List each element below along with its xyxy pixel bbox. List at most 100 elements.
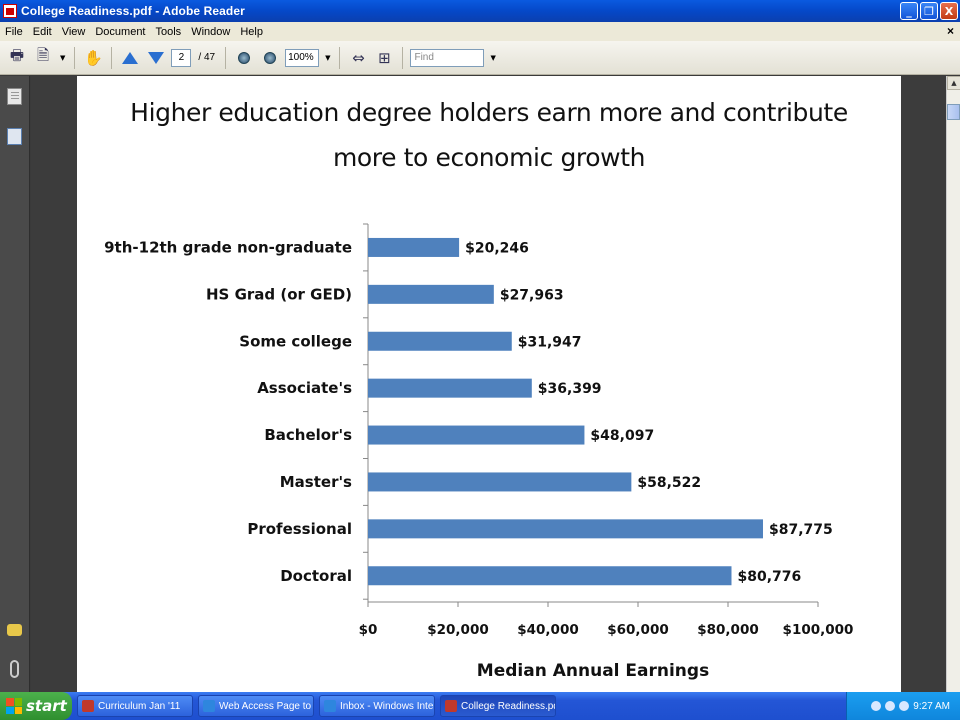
start-button[interactable]: start — [0, 692, 72, 720]
maximize-button[interactable]: ❐ — [920, 2, 938, 20]
find-input[interactable]: Find — [410, 48, 485, 67]
arrow-down-icon — [148, 51, 165, 64]
attachments-icon[interactable] — [10, 660, 19, 678]
x-tick-label: $60,000 — [607, 622, 669, 638]
hand-icon: ✋ — [84, 48, 103, 67]
page-total: / 47 — [198, 52, 216, 63]
bar — [368, 378, 532, 398]
x-tick-label: $80,000 — [697, 622, 759, 638]
menu-view[interactable]: View — [61, 25, 86, 38]
next-page-button[interactable] — [145, 46, 167, 70]
find-dropdown-icon[interactable]: ▼ — [490, 53, 496, 62]
taskbar-item-college-readiness[interactable]: College Readiness.pd... — [440, 695, 556, 717]
adobe-reader-icon — [3, 4, 17, 18]
taskbar-item-inbox[interactable]: Inbox - Windows Inte... — [319, 695, 435, 717]
x-tick-label: $100,000 — [783, 622, 854, 638]
taskbar-item-label: Inbox - Windows Inte... — [340, 700, 435, 712]
zoom-in-button[interactable] — [259, 46, 281, 70]
volume-icon[interactable] — [885, 701, 896, 711]
zoom-level-input[interactable]: 100% — [285, 48, 320, 67]
toolbar-separator — [225, 46, 227, 69]
data-label: $31,947 — [518, 334, 582, 350]
comments-icon[interactable] — [7, 624, 22, 636]
navigation-panel — [0, 76, 30, 692]
system-tray: 9:27 AM — [846, 692, 960, 720]
browser-icon — [324, 700, 336, 712]
scroll-thumb[interactable] — [947, 104, 960, 120]
toolbar-separator — [74, 46, 76, 69]
category-label: Master's — [280, 473, 352, 491]
fit-page-button[interactable]: ⊞ — [373, 46, 395, 70]
arrow-up-icon — [122, 51, 139, 64]
minimize-button[interactable]: _ — [900, 2, 918, 20]
taskbar-item-curriculum[interactable]: Curriculum Jan '11 — [77, 695, 193, 717]
x-tick-label: $20,000 — [427, 622, 489, 638]
network-icon[interactable] — [871, 701, 882, 711]
menu-help[interactable]: Help — [240, 25, 263, 38]
chevron-down-icon[interactable]: ▼ — [60, 53, 66, 62]
bar — [368, 425, 585, 445]
x-tick-label: $40,000 — [517, 622, 579, 638]
bar — [368, 566, 732, 586]
menu-tools[interactable]: Tools — [155, 25, 182, 38]
bar — [368, 331, 512, 351]
save-copy-button[interactable]: 🗎 — [32, 46, 54, 70]
document-area[interactable]: Higher education degree holders earn mor… — [31, 76, 946, 692]
taskbar-item-label: Web Access Page to ... — [219, 700, 314, 712]
category-label: Bachelor's — [264, 426, 352, 444]
data-label: $20,246 — [465, 240, 529, 256]
fit-width-button[interactable]: ⇔ — [347, 46, 369, 70]
pdf-icon — [445, 700, 457, 712]
document-close-button[interactable]: × — [946, 24, 954, 38]
slide-title-line-2: more to economic growth — [332, 143, 646, 172]
previous-page-button[interactable] — [119, 46, 141, 70]
page-number-input[interactable]: 2 — [171, 48, 192, 67]
data-label: $36,399 — [538, 381, 602, 397]
pages-icon[interactable] — [7, 88, 22, 105]
bookmarks-icon[interactable] — [7, 128, 22, 145]
fit-page-icon: ⊞ — [378, 48, 391, 67]
category-label: Some college — [239, 332, 352, 350]
menu-document[interactable]: Document — [95, 25, 146, 38]
print-button[interactable]: 🖶 — [6, 46, 28, 70]
x-axis-title: Median Annual Earnings — [477, 661, 709, 681]
data-label: $87,775 — [769, 522, 833, 538]
vertical-scrollbar[interactable]: ▲ — [946, 76, 960, 692]
pdf-page: Higher education degree holders earn mor… — [77, 76, 901, 692]
pdf-icon — [82, 700, 94, 712]
taskbar-item-label: College Readiness.pd... — [461, 700, 555, 712]
security-icon[interactable] — [899, 701, 910, 711]
fit-width-icon: ⇔ — [352, 48, 365, 67]
earnings-bar-chart: 9th-12th grade non-graduate $20,246 HS Gra… — [104, 223, 854, 681]
data-label: $58,522 — [637, 475, 701, 491]
toolbar-separator — [339, 46, 341, 69]
menu-edit[interactable]: Edit — [32, 25, 52, 38]
close-button[interactable]: X — [940, 2, 958, 20]
data-label: $27,963 — [500, 287, 564, 303]
printer-icon: 🖶 — [9, 46, 25, 64]
bar — [368, 237, 460, 257]
window-title-bar[interactable]: College Readiness.pdf - Adobe Reader _ ❐… — [0, 0, 960, 22]
slide-title-line-1: Higher education degree holders earn mor… — [130, 98, 848, 127]
bar — [368, 284, 494, 304]
menu-window[interactable]: Window — [191, 25, 231, 38]
document-icon: 🗎 — [36, 46, 50, 64]
taskbar-item-web-access[interactable]: Web Access Page to ... — [198, 695, 314, 717]
browser-icon — [203, 700, 215, 712]
data-label: $80,776 — [737, 569, 801, 585]
menu-file[interactable]: File — [5, 25, 23, 38]
scroll-up-arrow-icon[interactable]: ▲ — [947, 76, 960, 90]
zoom-in-icon — [264, 51, 277, 64]
start-label: start — [26, 697, 67, 715]
hand-tool-button[interactable]: ✋ — [82, 46, 104, 70]
x-tick-label: $0 — [359, 622, 378, 638]
category-label: HS Grad (or GED) — [206, 285, 352, 303]
toolbar: 🖶 🗎 ▼ ✋ 2 / 47 100% ▼ ⇔ ⊞ Find ▼ — [0, 41, 960, 75]
taskbar-item-label: Curriculum Jan '11 — [98, 700, 181, 712]
taskbar: start Curriculum Jan '11 Web Access Page… — [0, 692, 960, 720]
windows-logo-icon — [6, 698, 22, 714]
category-label: Doctoral — [280, 567, 352, 585]
window-title: College Readiness.pdf - Adobe Reader — [21, 4, 245, 18]
zoom-dropdown-icon[interactable]: ▼ — [325, 53, 331, 62]
zoom-out-button[interactable] — [233, 46, 255, 70]
